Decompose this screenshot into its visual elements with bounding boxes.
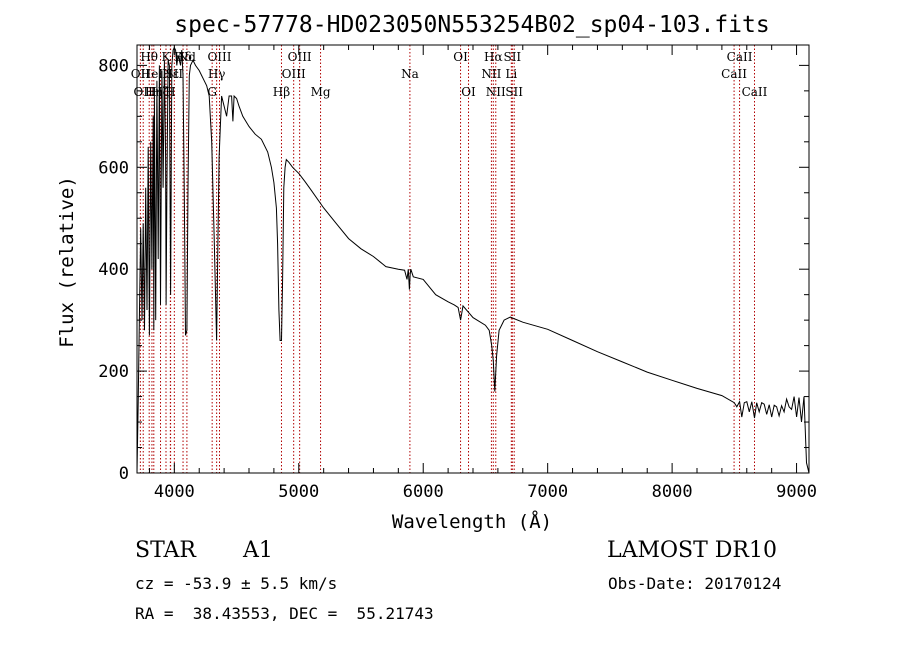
line-label: Hθ xyxy=(140,50,158,64)
line-label: CaII xyxy=(721,67,747,81)
line-label: OI xyxy=(461,85,476,99)
y-axis-label: Flux (relative) xyxy=(56,176,78,348)
line-label: Hγ xyxy=(208,67,226,81)
survey-name: LAMOST DR10 xyxy=(607,538,777,563)
x-tick-label: 7000 xyxy=(527,482,568,502)
line-label: SII xyxy=(505,85,523,99)
line-label: SII xyxy=(503,50,521,64)
object-class: STAR xyxy=(135,538,196,563)
y-axis: 0 200 400 600 800 xyxy=(98,56,809,484)
object-subclass: A1 xyxy=(243,538,273,563)
spectral-line-labels: OIIOIIHθHeIHηHζKHHεSIIHδNdGHγOIIIHβOIIIO… xyxy=(131,50,768,99)
line-label: OI xyxy=(453,50,468,64)
x-axis: 4000 5000 6000 7000 8000 9000 xyxy=(148,45,817,502)
line-label: Hα xyxy=(484,50,503,64)
line-label: K xyxy=(162,50,172,64)
x-tick-label: 8000 xyxy=(652,482,693,502)
y-tick-label: 0 xyxy=(119,464,129,484)
plot-frame xyxy=(136,44,810,474)
line-label: Hε xyxy=(162,67,179,81)
obs-date: Obs-Date: 20170124 xyxy=(608,574,782,593)
line-label: NII xyxy=(486,85,506,99)
line-label: OIII xyxy=(288,50,312,64)
y-tick-label: 800 xyxy=(98,56,129,76)
line-label: CaII xyxy=(742,85,768,99)
line-label: Mg xyxy=(311,85,331,99)
x-tick-label: 5000 xyxy=(278,482,319,502)
line-label: OIII xyxy=(207,50,231,64)
line-label: Li xyxy=(505,67,517,81)
line-label: OIII xyxy=(282,67,306,81)
line-label: CaII xyxy=(727,50,753,64)
x-tick-label: 6000 xyxy=(403,482,444,502)
spectrum-line xyxy=(136,46,810,474)
redshift-value: cz = -53.9 ± 5.5 km/s xyxy=(135,574,338,593)
line-label: SII xyxy=(165,67,183,81)
y-tick-label: 600 xyxy=(98,158,129,178)
line-label: OII xyxy=(134,85,154,99)
x-axis-label: Wavelength (Å) xyxy=(392,510,552,533)
line-label: OII xyxy=(131,67,151,81)
y-tick-label: 200 xyxy=(98,362,129,382)
line-label: G xyxy=(207,85,217,99)
line-label: NII xyxy=(481,67,501,81)
line-label: Hβ xyxy=(273,85,290,99)
line-label: Na xyxy=(401,67,419,81)
y-tick-label: 400 xyxy=(98,260,129,280)
line-label: HeI xyxy=(141,67,164,81)
line-label: Hη xyxy=(145,85,163,99)
chart-title: spec-57778-HD023050N553254B02_sp04-103.f… xyxy=(174,12,769,38)
spectral-line-markers xyxy=(139,45,755,473)
x-tick-label: 9000 xyxy=(776,482,817,502)
coordinates: RA = 38.43553, DEC = 55.21743 xyxy=(135,604,434,623)
line-label: H xyxy=(165,85,175,99)
x-tick-label: 4000 xyxy=(154,482,195,502)
line-label: Hδ xyxy=(174,50,192,64)
